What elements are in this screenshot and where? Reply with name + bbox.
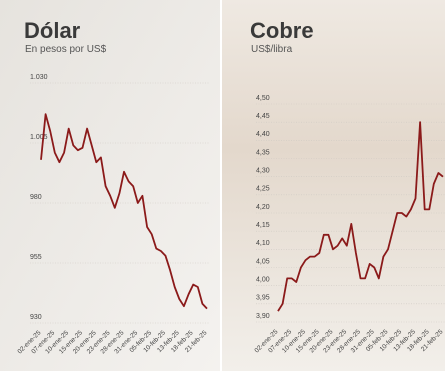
y-tick-label: 980 [30, 194, 42, 201]
y-tick-label: 955 [30, 254, 42, 261]
chart-subtitle: US$/libra [251, 44, 293, 55]
panel-bg [222, 0, 445, 371]
y-tick-label: 3,95 [256, 295, 270, 302]
y-tick-label: 4,45 [256, 113, 270, 120]
divider [220, 0, 222, 371]
y-tick-label: 4,20 [256, 204, 270, 211]
y-tick-label: 1.005 [30, 134, 48, 141]
y-tick-label: 4,30 [256, 168, 270, 175]
y-tick-label: 4,40 [256, 131, 270, 138]
y-tick-label: 4,00 [256, 277, 270, 284]
y-tick-label: 4,05 [256, 258, 270, 265]
y-tick-label: 1.030 [30, 74, 48, 81]
panel-bg [0, 0, 220, 371]
y-tick-label: 4,15 [256, 222, 270, 229]
chart-title: Dólar [24, 18, 81, 43]
chart-subtitle: En pesos por US$ [25, 44, 107, 55]
chart-title: Cobre [250, 18, 314, 43]
y-tick-label: 4,10 [256, 240, 270, 247]
data-line [277, 121, 444, 312]
y-tick-label: 4,50 [256, 95, 270, 102]
y-tick-label: 930 [30, 314, 42, 321]
y-tick-label: 4,25 [256, 186, 270, 193]
data-line [40, 113, 208, 310]
y-tick-label: 4,35 [256, 149, 270, 156]
y-tick-label: 3,90 [256, 313, 270, 320]
